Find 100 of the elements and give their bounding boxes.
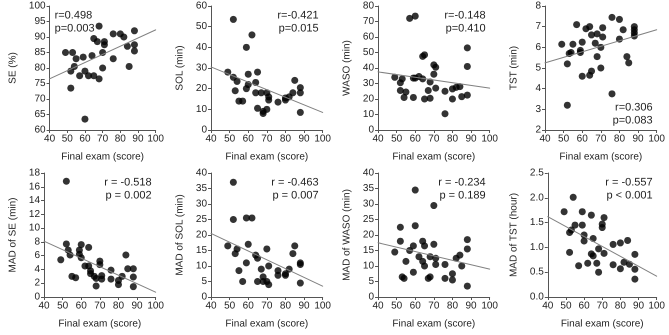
- x-tick-label: 60: [410, 300, 422, 312]
- x-tick-label: 70: [595, 134, 607, 144]
- annotation: p = 0.007: [272, 190, 319, 202]
- x-tick-label: 50: [560, 300, 572, 312]
- annotation: r = -0.234: [438, 176, 486, 188]
- x-tick-label: 80: [112, 300, 124, 312]
- y-tick-label: 85: [34, 47, 46, 58]
- x-tick-label: 100: [147, 300, 164, 312]
- x-tick-label: 70: [94, 300, 106, 312]
- y-tick-label: 0: [201, 124, 208, 136]
- annotation: r = -0.463: [271, 176, 319, 188]
- annotation: p < 0.001: [606, 190, 653, 202]
- y-tick-label: 60: [362, 32, 374, 42]
- y-axis-title: SOL (min): [174, 45, 186, 91]
- y-tick-label: 1.5: [530, 217, 544, 228]
- x-axis-title: Final exam (score): [559, 152, 642, 162]
- x-tick-label: 70: [261, 134, 273, 144]
- y-tick-label: 80: [362, 0, 374, 12]
- y-tick-label: 70: [362, 16, 374, 27]
- annotation: p = 0.189: [439, 190, 486, 202]
- annotation: p=0.410: [446, 22, 486, 34]
- y-tick-label: 30: [196, 198, 208, 210]
- x-tick-label: 70: [261, 300, 273, 312]
- y-tick-label: 65: [34, 109, 46, 120]
- y-tick-label: 0: [201, 292, 208, 302]
- y-tick-label: 18: [28, 168, 40, 178]
- y-tick-label: 60: [196, 0, 208, 12]
- y-axis-title: MAD of TST (hour): [508, 192, 520, 278]
- y-tick-label: 10: [362, 260, 374, 272]
- x-tick-label: 70: [428, 300, 440, 312]
- x-tick-label: 90: [465, 300, 478, 312]
- y-tick-label: 90: [34, 32, 46, 42]
- x-axis-title: Final exam (score): [392, 152, 476, 162]
- y-tick-label: 6: [535, 42, 542, 53]
- x-tick-label: 100: [481, 300, 498, 312]
- y-axis-title: WASO (min): [342, 40, 352, 96]
- x-tick-label: 70: [596, 300, 608, 312]
- y-tick-label: 0.0: [530, 292, 544, 302]
- y-tick-label: 20: [362, 230, 374, 240]
- y-tick-label: 2.5: [530, 168, 544, 178]
- y-tick-label: 70: [34, 94, 46, 104]
- y-tick-label: 16: [28, 181, 40, 192]
- x-tick-label: 50: [391, 134, 403, 144]
- x-tick-label: 60: [578, 300, 590, 312]
- y-axis-title: MAD of SE (min): [8, 197, 18, 273]
- x-tick-label: 80: [114, 134, 126, 144]
- x-tick-label: 80: [614, 300, 626, 312]
- y-tick-label: 5: [368, 276, 374, 287]
- y-tick-label: 10: [28, 222, 40, 234]
- x-tick-label: 80: [280, 134, 292, 144]
- y-tick-label: 10: [196, 104, 208, 115]
- x-tick-label: 40: [44, 134, 56, 144]
- x-tick-label: 100: [147, 134, 164, 144]
- x-tick-label: 40: [542, 300, 554, 312]
- x-tick-label: 70: [97, 134, 109, 144]
- y-tick-label: 20: [362, 94, 374, 104]
- y-tick-label: 1.0: [530, 242, 544, 253]
- x-tick-label: 100: [314, 300, 332, 312]
- annotation: p = 0.002: [105, 190, 152, 202]
- y-tick-label: 8: [34, 236, 40, 248]
- x-tick-label: 90: [632, 134, 644, 144]
- x-tick-label: 90: [131, 300, 144, 312]
- x-axis-title: Final exam (score): [225, 152, 308, 162]
- y-tick-label: 4: [34, 264, 40, 275]
- y-tick-label: 2: [34, 278, 40, 289]
- x-tick-label: 80: [280, 300, 292, 312]
- y-tick-label: 0.5: [530, 266, 544, 278]
- x-tick-label: 60: [76, 300, 88, 312]
- x-tick-label: 60: [242, 134, 254, 144]
- annotation: r = -0.518: [104, 176, 152, 188]
- annotation: r = -0.557: [605, 176, 653, 188]
- annotation: p=0.083: [612, 114, 653, 126]
- y-tick-label: 10: [196, 260, 208, 272]
- annotation: p=0.015: [278, 22, 319, 34]
- y-tick-label: 95: [34, 16, 46, 27]
- x-axis-title: Final exam (score): [61, 152, 144, 162]
- y-tick-label: 30: [362, 78, 374, 89]
- y-tick-label: 15: [196, 245, 208, 256]
- x-tick-label: 50: [224, 134, 236, 144]
- y-tick-label: 12: [28, 208, 40, 220]
- y-tick-label: 80: [34, 62, 46, 74]
- y-tick-label: 50: [362, 47, 374, 58]
- x-tick-label: 80: [446, 134, 458, 144]
- x-tick-label: 60: [410, 134, 422, 144]
- y-tick-label: 25: [362, 214, 374, 225]
- y-tick-label: 0: [368, 124, 374, 136]
- y-axis-title: MAD of SOL (min): [174, 194, 186, 276]
- y-tick-label: 15: [362, 245, 374, 256]
- x-tick-label: 90: [298, 300, 310, 312]
- y-tick-label: 2: [535, 124, 542, 136]
- x-tick-label: 50: [558, 134, 570, 144]
- x-tick-label: 90: [465, 134, 478, 144]
- x-tick-label: 100: [314, 134, 332, 144]
- y-axis-title: SE (%): [8, 52, 18, 84]
- y-tick-label: 30: [196, 62, 208, 74]
- x-tick-label: 70: [428, 134, 440, 144]
- x-tick-label: 50: [57, 300, 69, 312]
- y-tick-label: 0: [34, 292, 40, 302]
- y-tick-label: 4: [535, 83, 542, 94]
- annotation: r=-0.421: [277, 10, 319, 22]
